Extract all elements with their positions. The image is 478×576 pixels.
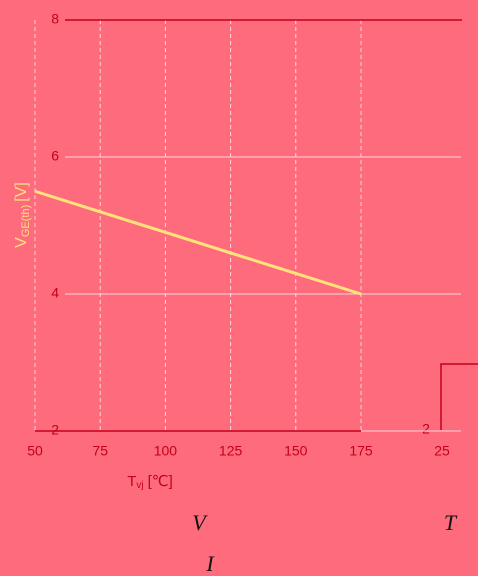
y-tick-label: 2: [51, 422, 59, 438]
annotation: I: [205, 551, 215, 576]
x-label-main: T: [127, 473, 136, 490]
x-tick-label: 175: [349, 443, 373, 459]
x-tick-label: 50: [27, 443, 43, 459]
y-tick-label: 4: [51, 285, 59, 301]
x-tick-label: 100: [154, 443, 178, 459]
annotation: 25: [434, 443, 450, 459]
y-label-unit: [V]: [13, 182, 30, 202]
x-label-unit: [℃]: [148, 473, 173, 490]
y-tick-label: 6: [51, 148, 59, 164]
axis-frame: [35, 19, 462, 432]
frame: [440, 363, 478, 430]
y-tick-label: 8: [51, 11, 59, 27]
annotation: V: [192, 510, 208, 535]
y-label-sub: GE(th): [20, 205, 32, 237]
x-tick-label: 75: [92, 443, 108, 459]
x-tick-label: 150: [284, 443, 308, 459]
y-axis-label: VGE(th) [V]: [13, 182, 32, 248]
annotation: T: [444, 510, 458, 535]
x-tick-label: 125: [219, 443, 243, 459]
annotation: 2: [422, 421, 430, 437]
data-line: [34, 189, 362, 296]
x-label-sub: vj: [136, 480, 143, 491]
y-label-main: V: [13, 237, 30, 248]
x-axis-label: Tvj [℃]: [127, 473, 173, 491]
